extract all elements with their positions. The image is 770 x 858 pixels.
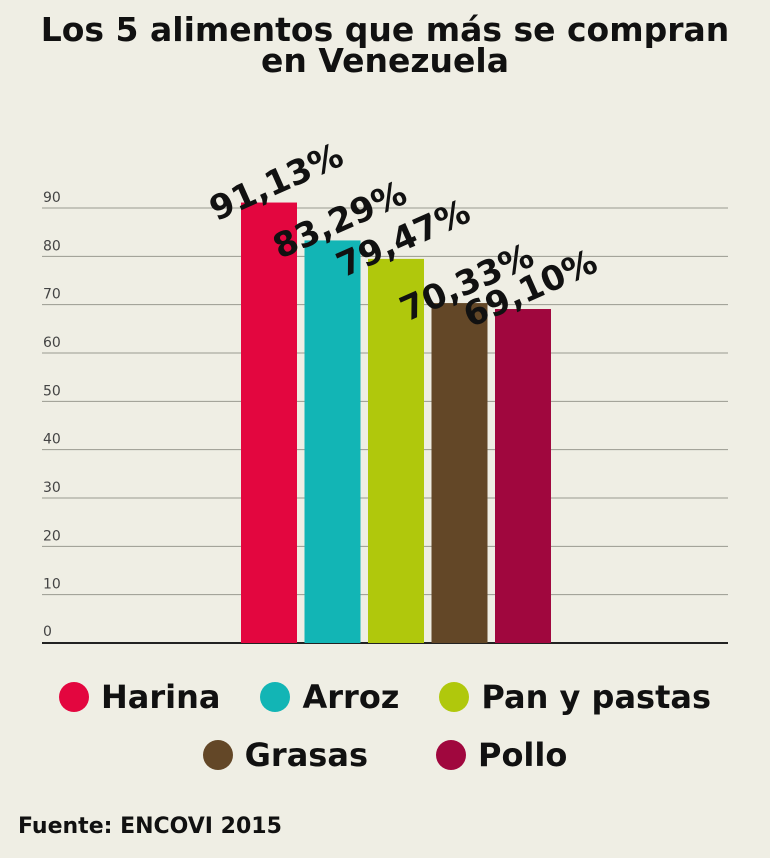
legend-row-2: Grasas Pollo: [0, 726, 770, 784]
legend-label-grasas: Grasas: [244, 736, 368, 774]
legend: Harina Arroz Pan y pastas Grasas Pollo: [0, 668, 770, 784]
y-tick-label: 60: [43, 335, 61, 351]
legend-swatch-pollo: [435, 740, 466, 770]
legend-swatch-pan-y-pastas: [439, 682, 470, 712]
y-tick-label: 50: [43, 383, 61, 399]
legend-swatch-arroz: [260, 682, 291, 712]
legend-item-arroz: Arroz: [260, 678, 399, 716]
legend-item-harina: Harina: [58, 678, 221, 716]
legend-label-arroz: Arroz: [302, 678, 400, 716]
title-line-1: Los 5 alimentos que más se compran: [40, 10, 730, 49]
y-tick-label: 70: [43, 287, 61, 303]
y-tick-label: 20: [43, 528, 61, 544]
bar-pollo: [495, 309, 551, 643]
legend-swatch-harina: [58, 682, 89, 712]
y-tick-label: 0: [43, 624, 52, 640]
chart-title: Los 5 alimentos que más se compran en Ve…: [0, 10, 770, 80]
source-note: Fuente: ENCOVI 2015: [18, 814, 282, 839]
title-line-2: en Venezuela: [260, 41, 509, 80]
y-tick-label: 10: [43, 577, 61, 593]
bar-arroz: [304, 240, 361, 643]
y-tick-label: 90: [43, 190, 61, 206]
legend-swatch-grasas: [202, 740, 233, 770]
legend-item-pollo: Pollo: [435, 736, 568, 774]
bar-harina: [241, 202, 297, 643]
legend-label-harina: Harina: [100, 678, 221, 716]
legend-row-1: Harina Arroz Pan y pastas: [0, 668, 770, 726]
legend-label-pollo: Pollo: [477, 736, 568, 774]
bar-grasas: [431, 303, 488, 643]
legend-label-pan-y-pastas: Pan y pastas: [481, 678, 712, 716]
y-tick-label: 40: [43, 432, 61, 448]
bar-pan-y-pastas: [368, 258, 424, 643]
legend-item-grasas: Grasas: [202, 736, 368, 774]
y-tick-label: 30: [43, 480, 61, 496]
legend-item-pan-y-pastas: Pan y pastas: [439, 678, 711, 716]
y-tick-label: 80: [43, 238, 61, 254]
